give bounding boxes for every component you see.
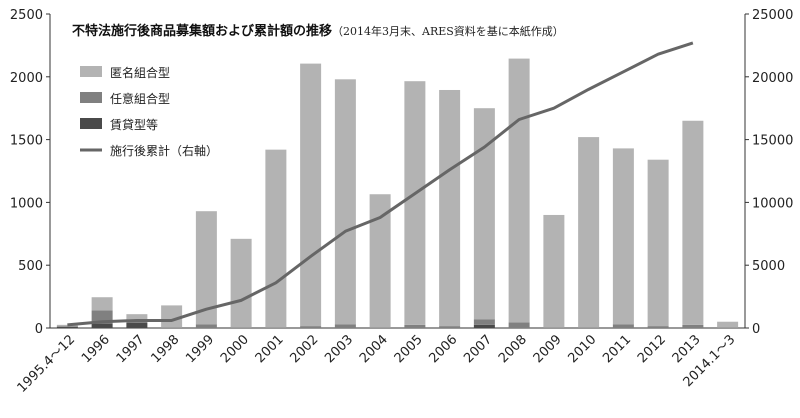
right-tick-label: 25000 (752, 8, 793, 23)
bar-segment (91, 323, 113, 328)
chart-axes: 0500100015002000250005000100001500020000… (10, 8, 793, 337)
bar-segment (334, 79, 356, 325)
category-label: 2002 (287, 332, 321, 366)
bar-segment (508, 322, 530, 328)
bar-segment (195, 211, 217, 325)
bar-segment (161, 305, 183, 328)
legend-label: 任意組合型 (110, 91, 170, 106)
bar-segment (230, 327, 252, 328)
bar-segment (56, 324, 78, 327)
category-label: 2004 (357, 332, 391, 366)
legend-label: 匿名組合型 (110, 65, 170, 80)
bar-segment (682, 120, 704, 325)
chart-labels: 1995.4～12 1996 1997 1998 1999 2000 2001 2002 200… (15, 332, 739, 396)
bar-segment (126, 314, 148, 321)
category-label: 2010 (565, 332, 599, 366)
cumulative-line (67, 41, 694, 327)
bar-segment (543, 214, 565, 328)
left-tick-label: 0 (35, 322, 43, 337)
right-tick-label: 20000 (752, 71, 793, 86)
left-tick-label: 1500 (10, 134, 43, 149)
legend-swatch (80, 92, 102, 103)
bar-segment (265, 327, 287, 328)
left-tick-label: 2000 (10, 71, 43, 86)
chart-subtitle: （2014年3月末、ARES資料を基に本紙作成） (332, 24, 564, 38)
bar-segment (404, 324, 426, 328)
bar-segment (265, 149, 287, 328)
bar-segment (369, 194, 391, 328)
category-label: 2011 (600, 332, 634, 366)
category-label: 2000 (218, 332, 252, 366)
left-tick-label: 2500 (10, 8, 43, 23)
bar-segment (56, 326, 78, 328)
bar-segment (717, 321, 739, 328)
chart-title-main: 不特法施行後商品募集額および累計額の推移 (72, 23, 332, 39)
category-label: 2012 (635, 332, 669, 366)
chart-line (67, 41, 694, 327)
right-tick-label: 10000 (752, 196, 793, 211)
category-label: 2001 (253, 332, 287, 366)
bar-segment (300, 63, 322, 327)
category-label: 2009 (531, 332, 565, 366)
category-label: 2005 (392, 332, 426, 366)
chart-title: 不特法施行後商品募集額および累計額の推移（2014年3月末、ARES資料を基に本… (72, 23, 564, 39)
left-tick-label: 1000 (10, 196, 43, 211)
bar-segment (126, 322, 148, 328)
right-tick-label: 15000 (752, 134, 793, 149)
bar-segment (230, 238, 252, 328)
bar-segment (195, 324, 217, 328)
bar-segment (439, 326, 461, 328)
bar-segment (612, 148, 634, 325)
left-tick-label: 500 (18, 259, 43, 274)
category-label: 1999 (183, 332, 217, 366)
bar-segment (439, 89, 461, 327)
category-label: 2007 (461, 332, 495, 366)
bar-segment (612, 324, 634, 328)
category-label: 1998 (148, 332, 182, 366)
right-tick-label: 0 (752, 322, 760, 337)
category-label: 1995.4～12 (15, 332, 79, 396)
bar-segment (369, 327, 391, 328)
category-label: 2003 (322, 332, 356, 366)
right-tick-label: 5000 (752, 259, 785, 274)
category-label: 1996 (79, 332, 113, 366)
category-label: 2008 (496, 332, 530, 366)
bar-segment (334, 324, 356, 328)
bar-segment (56, 326, 78, 327)
bar-segment (404, 81, 426, 325)
legend-swatch (80, 118, 102, 129)
bar-segment (473, 108, 495, 320)
bar-segment (508, 58, 530, 323)
bar-segment (300, 326, 322, 328)
bar-segment (473, 324, 495, 328)
bar-segment (91, 297, 113, 311)
category-label: 1997 (114, 332, 148, 366)
bar-segment (578, 137, 600, 328)
bar-segment (578, 327, 600, 328)
bar-segment (682, 324, 704, 328)
bar-segment (543, 327, 565, 328)
bar-segment (647, 159, 669, 327)
legend-swatch (80, 66, 102, 77)
legend-label: 賃貸型等 (110, 117, 158, 132)
svg-text:不特法施行後商品募集額および累計額の推移（2014年3月末、: 不特法施行後商品募集額および累計額の推移（2014年3月末、ARES資料を基に本… (72, 23, 564, 39)
bar-segment (647, 326, 669, 328)
legend-label: 施行後累計（右軸） (110, 143, 218, 158)
bar-segment (717, 327, 739, 328)
category-label: 2006 (426, 332, 460, 366)
bar-segment (473, 319, 495, 325)
bar-segment (161, 327, 183, 328)
